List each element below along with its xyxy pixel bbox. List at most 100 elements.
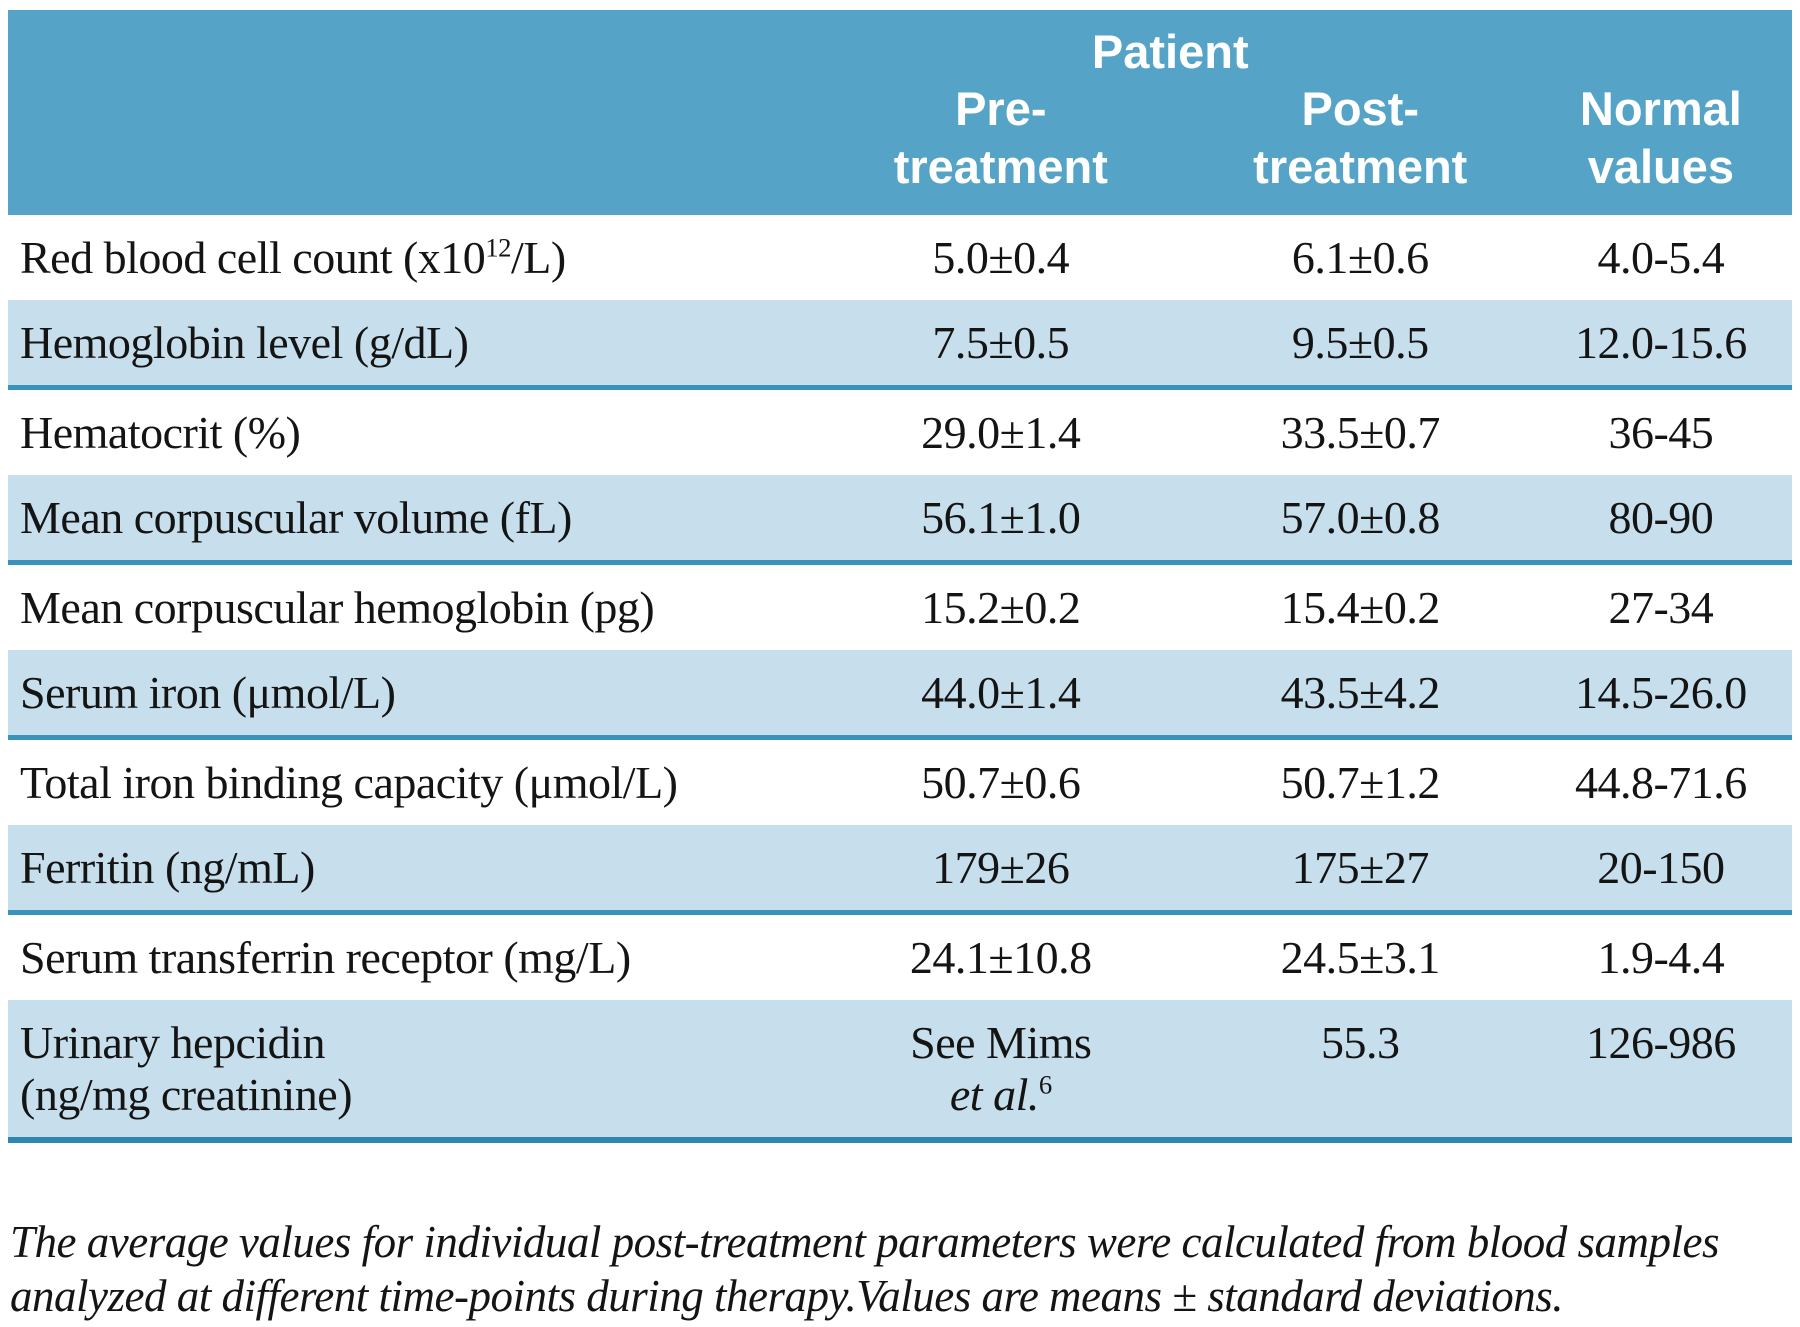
normal-range-value: 36-45 xyxy=(1608,407,1714,459)
footnote-line2: analyzed at different time-points during… xyxy=(10,1271,1564,1321)
post-treatment-cell: 57.0±0.8 xyxy=(1191,475,1530,562)
parameter-label-end: /L) xyxy=(510,232,566,284)
parameter-label: Serum transferrin receptor (mg/L) xyxy=(20,931,631,983)
table-row-mean-corpuscular-hemoglobin: Mean corpuscular hemoglobin (pg) 15.2±0.… xyxy=(8,563,1792,650)
pre-treatment-cell: 179±26 xyxy=(811,825,1191,912)
parameter-cell: Urinary hepcidin (ng/mg creatinine) xyxy=(8,1000,811,1140)
pre-treatment-cell: See Mims et al.6 xyxy=(811,1000,1191,1140)
parameter-cell: Serum iron (μmol/L) xyxy=(8,650,811,737)
parameter-label: Mean corpuscular hemoglobin (pg) xyxy=(20,582,655,634)
parameter-cell: Mean corpuscular volume (fL) xyxy=(8,475,811,562)
header-row-patient: Patient xyxy=(8,10,1792,79)
table-row-mean-corpuscular-volume: Mean corpuscular volume (fL) 56.1±1.0 57… xyxy=(8,475,1792,563)
header-normal-values: Normal values xyxy=(1529,78,1792,216)
pre-treatment-value: 56.1±1.0 xyxy=(921,492,1081,544)
parameter-label: Hematocrit (%) xyxy=(20,407,301,459)
header-post-line1: Post- xyxy=(1301,81,1420,135)
table-row-hematocrit: Hematocrit (%) 29.0±1.4 33.5±0.7 36-45 xyxy=(8,388,1792,475)
header-pre-line2: treatment xyxy=(893,140,1108,194)
table-row-hemoglobin-level: Hemoglobin level (g/dL) 7.5±0.5 9.5±0.5 … xyxy=(8,300,1792,388)
post-treatment-value: 15.4±0.2 xyxy=(1280,582,1441,634)
parameter-cell: Total iron binding capacity (μmol/L) xyxy=(8,738,811,825)
normal-range-value: 27-34 xyxy=(1608,582,1714,634)
header-pre-line1: Pre- xyxy=(955,81,1047,135)
pre-treatment-value: See Mims xyxy=(910,1016,1092,1068)
header-spacer xyxy=(8,10,811,79)
post-treatment-value: 55.3 xyxy=(1321,1016,1400,1068)
normal-values-cell: 27-34 xyxy=(1530,563,1792,650)
parameter-label-line2: (ng/mg creatinine) xyxy=(20,1068,353,1120)
normal-values-cell: 12.0-15.6 xyxy=(1530,300,1792,387)
normal-values-cell: 44.8-71.6 xyxy=(1530,738,1792,825)
parameter-cell: Hematocrit (%) xyxy=(8,388,811,475)
normal-range-value: 14.5-26.0 xyxy=(1574,667,1747,719)
post-treatment-cell: 175±27 xyxy=(1191,825,1530,912)
parameter-label: Urinary hepcidin xyxy=(20,1016,325,1068)
normal-values-cell: 126-986 xyxy=(1530,1000,1792,1140)
parameter-label: Red blood cell count (x10 xyxy=(20,232,486,284)
pre-treatment-cell: 24.1±10.8 xyxy=(811,912,1191,999)
post-treatment-value: 50.7±1.2 xyxy=(1280,757,1441,808)
reference-number: 6 xyxy=(1038,1069,1052,1100)
post-treatment-cell: 15.4±0.2 xyxy=(1191,563,1530,650)
post-treatment-value: 33.5±0.7 xyxy=(1280,407,1441,459)
post-treatment-value: 57.0±0.8 xyxy=(1280,492,1441,544)
pre-treatment-cell: 5.0±0.4 xyxy=(811,215,1191,300)
header-patient-label: Patient xyxy=(810,10,1530,79)
parameter-cell: Mean corpuscular hemoglobin (pg) xyxy=(8,563,811,650)
lab-values-table: Patient Pre- treatment Post- treatment N… xyxy=(8,10,1792,1143)
post-treatment-cell: 55.3 xyxy=(1191,1000,1530,1140)
footnote-line1: The average values for individual post-t… xyxy=(10,1217,1720,1267)
pre-treatment-cell: 7.5±0.5 xyxy=(811,300,1191,387)
normal-values-cell: 14.5-26.0 xyxy=(1530,650,1792,737)
pre-treatment-value: 50.7±0.6 xyxy=(921,757,1081,808)
pre-treatment-value: 179±26 xyxy=(932,841,1070,893)
normal-range-value: 12.0-15.6 xyxy=(1574,317,1747,369)
header-spacer xyxy=(1529,10,1792,79)
post-treatment-value: 6.1±0.6 xyxy=(1291,232,1429,284)
normal-range-value: 1.9-4.4 xyxy=(1597,931,1725,983)
normal-values-cell: 1.9-4.4 xyxy=(1530,912,1792,999)
pre-treatment-value: 44.0±1.4 xyxy=(921,667,1081,719)
pre-treatment-value: 15.2±0.2 xyxy=(921,582,1081,634)
table-header: Patient Pre- treatment Post- treatment N… xyxy=(8,10,1792,216)
post-treatment-cell: 9.5±0.5 xyxy=(1191,300,1530,387)
header-post-treatment: Post- treatment xyxy=(1190,78,1530,216)
header-normal-line2: values xyxy=(1587,140,1735,194)
pre-treatment-value: 5.0±0.4 xyxy=(932,232,1070,284)
normal-range-value: 44.8-71.6 xyxy=(1574,757,1747,808)
lab-values-table-wrap: Patient Pre- treatment Post- treatment N… xyxy=(8,10,1792,1143)
pre-treatment-value: 24.1±10.8 xyxy=(909,931,1092,983)
parameter-cell: Serum transferrin receptor (mg/L) xyxy=(8,912,811,999)
post-treatment-cell: 50.7±1.2 xyxy=(1191,738,1530,825)
header-normal-line1: Normal xyxy=(1579,81,1742,135)
header-pre-treatment: Pre- treatment xyxy=(810,78,1191,216)
table-row-urinary-hepcidin: Urinary hepcidin (ng/mg creatinine) See … xyxy=(8,999,1792,1140)
pre-treatment-value: 7.5±0.5 xyxy=(932,317,1070,369)
table-row-total-iron-binding-capacity: Total iron binding capacity (μmol/L) 50.… xyxy=(8,738,1792,825)
table-body: Red blood cell count (x1012/L) 5.0±0.4 6… xyxy=(8,215,1792,1140)
post-treatment-value: 43.5±4.2 xyxy=(1280,667,1441,719)
header-row-columns: Pre- treatment Post- treatment Normal va… xyxy=(8,78,1792,216)
parameter-label: Ferritin (ng/mL) xyxy=(20,841,315,893)
parameter-label: Total iron binding capacity (μmol/L) xyxy=(20,757,678,808)
post-treatment-value: 9.5±0.5 xyxy=(1291,317,1429,369)
normal-range-value: 80-90 xyxy=(1608,492,1714,544)
parameter-superscript: 12 xyxy=(485,232,511,263)
post-treatment-cell: 33.5±0.7 xyxy=(1191,388,1530,475)
table-row-serum-iron: Serum iron (μmol/L) 44.0±1.4 43.5±4.2 14… xyxy=(8,650,1792,738)
parameter-label: Hemoglobin level (g/dL) xyxy=(20,317,469,369)
post-treatment-value: 175±27 xyxy=(1291,841,1430,893)
normal-values-cell: 80-90 xyxy=(1530,475,1792,562)
normal-range-value: 4.0-5.4 xyxy=(1597,232,1725,284)
normal-values-cell: 20-150 xyxy=(1530,825,1792,912)
post-treatment-cell: 43.5±4.2 xyxy=(1191,650,1530,737)
pre-treatment-value: 29.0±1.4 xyxy=(921,407,1081,459)
post-treatment-cell: 24.5±3.1 xyxy=(1191,912,1530,999)
table-row-serum-transferrin-receptor: Serum transferrin receptor (mg/L) 24.1±1… xyxy=(8,912,1792,999)
pre-treatment-cell: 15.2±0.2 xyxy=(811,563,1191,650)
normal-range-value: 126-986 xyxy=(1585,1016,1736,1068)
pre-treatment-cell: 44.0±1.4 xyxy=(811,650,1191,737)
pre-treatment-cell: 56.1±1.0 xyxy=(811,475,1191,562)
